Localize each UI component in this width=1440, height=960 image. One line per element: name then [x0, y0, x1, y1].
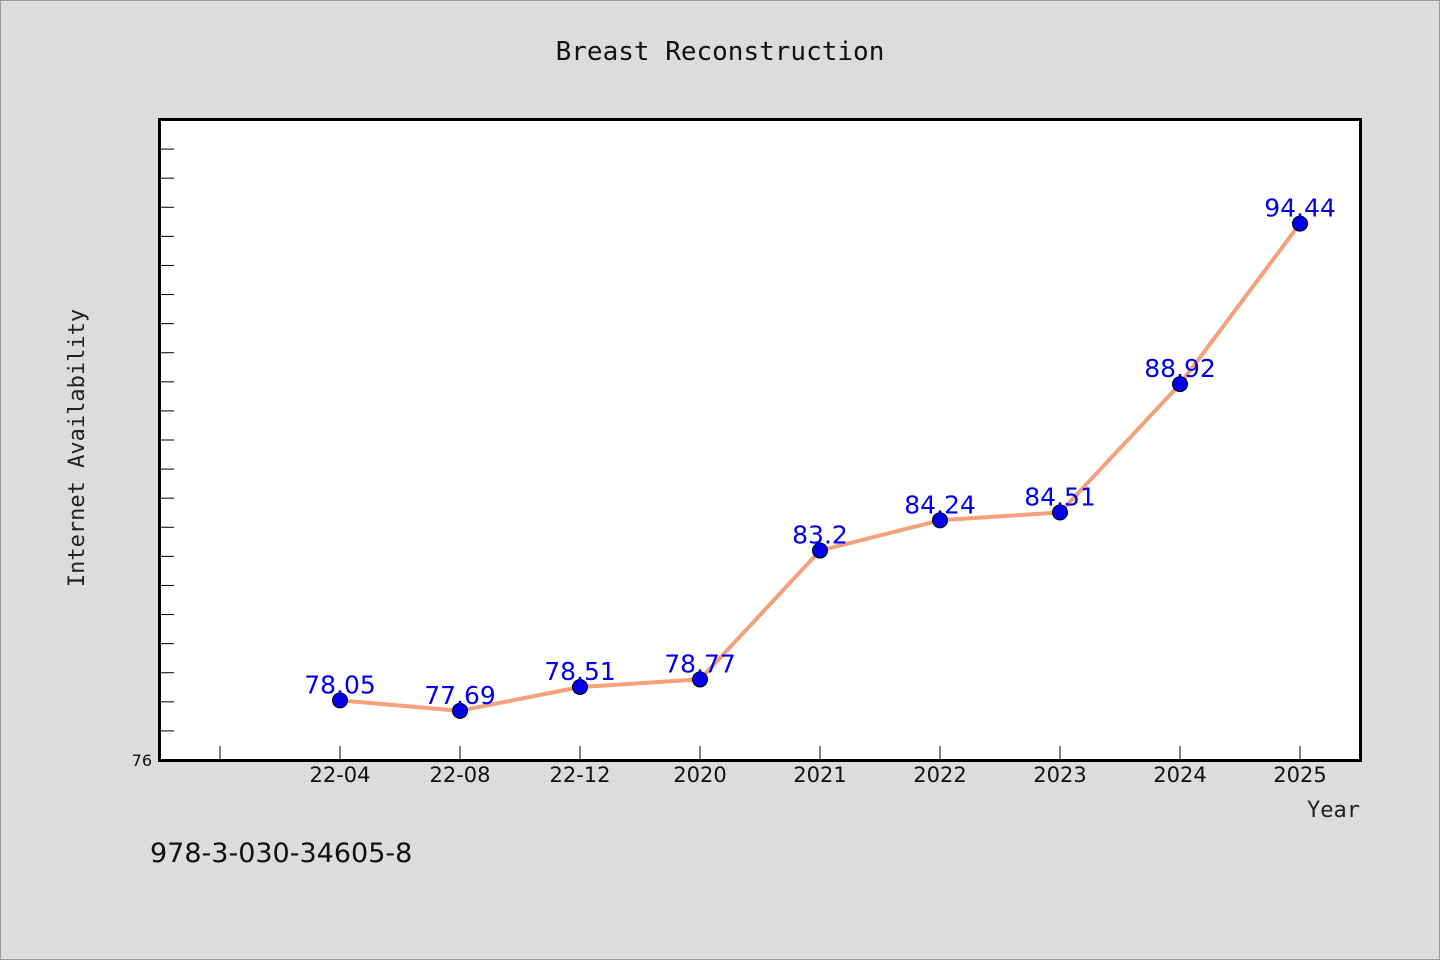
x-tick-label: 2021	[793, 763, 846, 787]
data-label: 88.92	[1144, 354, 1216, 383]
data-point	[1172, 376, 1188, 393]
x-tick-label: 2025	[1273, 763, 1326, 787]
y-axis-label: Internet Availability	[65, 309, 90, 587]
data-label: 83.2	[792, 521, 848, 550]
chart-title: Breast Reconstruction	[556, 37, 885, 67]
data-point	[452, 702, 468, 719]
x-tick-label: 2020	[673, 763, 726, 787]
x-axis-label: Year	[1307, 798, 1360, 823]
data-point	[1052, 504, 1068, 521]
data-label: 78.05	[304, 670, 376, 699]
data-point	[1292, 215, 1308, 232]
y-tick-label: 76	[132, 751, 152, 770]
data-label: 84.51	[1024, 482, 1096, 511]
data-label: 94.44	[1264, 194, 1336, 223]
x-tick-label: 2024	[1153, 763, 1206, 787]
data-point	[932, 512, 948, 529]
data-point	[692, 671, 708, 688]
x-tick-label: 22-08	[429, 763, 490, 787]
data-point	[812, 542, 828, 559]
x-tick-label: 22-12	[549, 763, 610, 787]
data-label: 84.24	[904, 490, 976, 519]
isbn-text: 978-3-030-34605-8	[150, 838, 412, 869]
x-tick-label: 22-04	[309, 763, 370, 787]
x-tick-label: 2023	[1033, 763, 1086, 787]
data-label: 78.51	[544, 657, 616, 686]
data-label: 77.69	[424, 681, 496, 710]
data-point	[572, 678, 588, 695]
x-tick-label: 2022	[913, 763, 966, 787]
x-axis-ticks: 22-04 22-08 22-12 2020 2021 2022 2023 2024 2025	[219, 746, 1327, 787]
data-point	[332, 692, 348, 709]
series-line-group: 78.05 77.69 78.51 78.77 83.2 84.24 84.51 88.92 9…	[304, 194, 1336, 719]
data-label: 78.77	[664, 649, 736, 678]
plot-area	[158, 118, 1362, 762]
y-axis-ticks: 76	[132, 148, 174, 770]
